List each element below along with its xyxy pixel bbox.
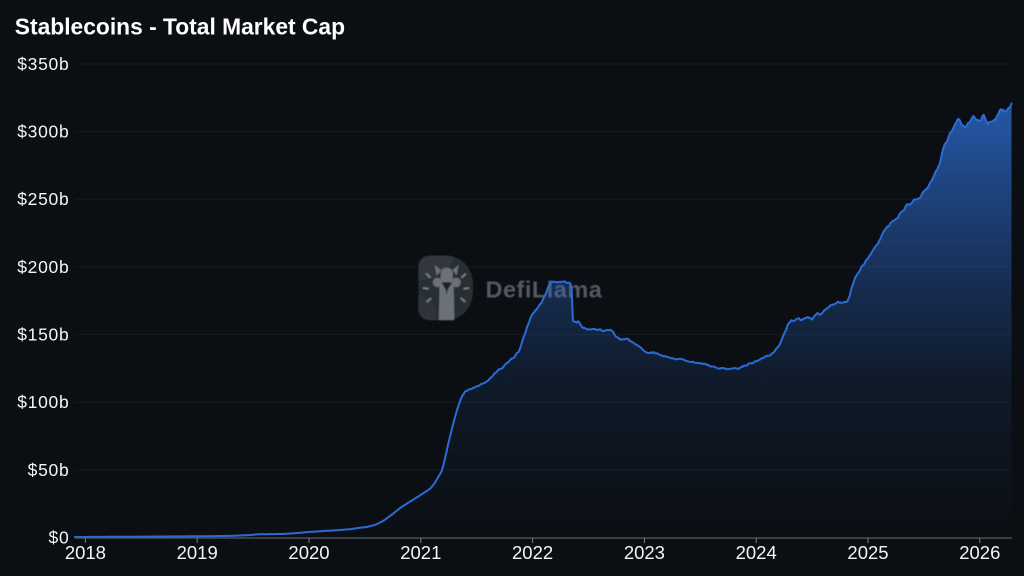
svg-text:Stablecoins - Total Market Cap: Stablecoins - Total Market Cap bbox=[15, 14, 345, 40]
svg-text:2024: 2024 bbox=[736, 542, 777, 563]
svg-text:2023: 2023 bbox=[624, 542, 665, 563]
svg-text:$350b: $350b bbox=[17, 54, 69, 74]
svg-text:2022: 2022 bbox=[512, 542, 553, 563]
svg-text:$100b: $100b bbox=[17, 392, 69, 412]
svg-text:2020: 2020 bbox=[288, 542, 329, 563]
svg-text:$50b: $50b bbox=[28, 460, 70, 480]
svg-text:2021: 2021 bbox=[400, 542, 441, 563]
svg-text:$250b: $250b bbox=[17, 189, 69, 209]
svg-text:2026: 2026 bbox=[959, 542, 1000, 563]
svg-text:$300b: $300b bbox=[17, 122, 69, 142]
svg-text:$150b: $150b bbox=[17, 325, 69, 345]
svg-text:$0: $0 bbox=[49, 527, 70, 547]
svg-text:2025: 2025 bbox=[847, 542, 888, 563]
svg-text:2019: 2019 bbox=[177, 542, 218, 563]
svg-text:$200b: $200b bbox=[17, 257, 69, 277]
svg-text:2018: 2018 bbox=[65, 542, 106, 563]
